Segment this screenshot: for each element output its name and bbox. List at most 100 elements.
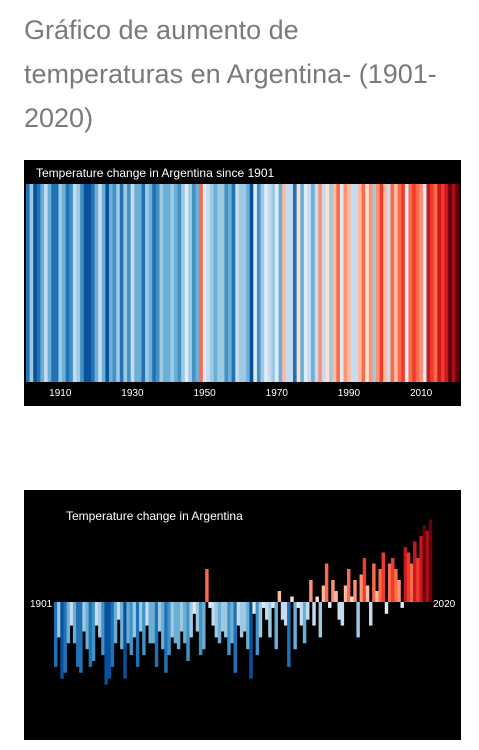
stripe-1942 <box>173 184 178 382</box>
stripe-1916 <box>80 184 85 382</box>
bar-1944 <box>189 602 193 638</box>
bar-2013 <box>406 552 411 602</box>
stripe-2009 <box>415 184 420 382</box>
bar-1986 <box>321 585 326 602</box>
bar-1967 <box>261 602 266 608</box>
stripe-2003 <box>394 184 399 382</box>
bar-1919 <box>110 602 115 667</box>
bar-2010 <box>397 580 401 602</box>
stripe-1913 <box>69 184 74 382</box>
stripe-1921 <box>98 184 103 382</box>
bar-2012 <box>403 547 408 602</box>
bar-1920 <box>113 602 118 644</box>
bar-1999 <box>362 558 367 602</box>
bar-1973 <box>280 602 285 620</box>
bar-1987 <box>324 563 329 602</box>
stripe-1919 <box>90 184 95 382</box>
stripe-1993 <box>357 184 362 382</box>
stripe-2000 <box>383 184 388 382</box>
stripe-1970 <box>274 184 279 382</box>
stripe-2007 <box>408 184 413 382</box>
stripe-1909 <box>54 184 59 382</box>
stripe-1966 <box>260 184 265 382</box>
bar-1955 <box>224 602 228 638</box>
anomaly-bar-svg: Temperature change in Argentina 1901 202… <box>30 509 456 685</box>
bar-1909 <box>79 602 83 673</box>
bar-1922 <box>120 602 124 650</box>
stripe-1925 <box>112 184 117 382</box>
bar-1976 <box>290 596 294 602</box>
stripes-tick-1990: 1990 <box>338 388 361 399</box>
bar-1991 <box>337 602 341 620</box>
stripe-1960 <box>238 184 243 382</box>
stripe-1906 <box>44 184 49 382</box>
bar-1966 <box>258 602 263 638</box>
stripe-1943 <box>177 184 182 382</box>
stripe-1976 <box>296 184 301 382</box>
stripe-1999 <box>379 184 384 382</box>
bar-1993 <box>343 585 348 602</box>
bar-2020 <box>428 519 433 602</box>
stripe-1961 <box>242 184 247 382</box>
bar-1903 <box>60 602 64 679</box>
bar-1911 <box>85 602 89 650</box>
bar-1940 <box>176 602 181 650</box>
bar-1975 <box>287 602 291 667</box>
stripe-1915 <box>76 184 81 382</box>
bar-1994 <box>346 569 351 602</box>
bar-1980 <box>302 602 307 644</box>
bar-1947 <box>198 602 203 656</box>
anomaly-bar-chart: Temperature change in Argentina 1901 202… <box>24 490 461 740</box>
bar-1981 <box>306 602 310 620</box>
stripe-1975 <box>293 184 298 382</box>
stripe-1998 <box>376 184 381 382</box>
bar-2004 <box>378 569 382 602</box>
stripe-2016 <box>440 184 445 382</box>
stripe-1951 <box>206 184 211 382</box>
bar-1997 <box>356 602 360 638</box>
stripe-2015 <box>437 184 442 382</box>
stripe-1907 <box>47 184 52 382</box>
stripe-1995 <box>365 184 370 382</box>
bar-2014 <box>409 563 414 602</box>
bar-1992 <box>340 602 345 626</box>
stripe-1910 <box>58 184 63 382</box>
stripe-1978 <box>303 184 308 382</box>
stripe-2005 <box>401 184 406 382</box>
bar-1912 <box>88 602 93 667</box>
stripe-1918 <box>87 184 92 382</box>
bar-1936 <box>164 602 168 673</box>
bar-1927 <box>135 602 140 667</box>
stripe-1986 <box>332 184 337 382</box>
bar-1960 <box>239 602 244 638</box>
bar-1925 <box>129 602 134 656</box>
stripe-1944 <box>181 184 186 382</box>
stripe-2019 <box>451 184 456 382</box>
stripe-1929 <box>127 184 132 382</box>
bar-1904 <box>63 602 67 673</box>
stripes-tick-1970: 1970 <box>266 388 289 399</box>
bar-1929 <box>142 602 146 656</box>
bar-2016 <box>416 558 420 602</box>
bar-1946 <box>195 602 200 632</box>
bar-2008 <box>391 558 395 602</box>
bar-1931 <box>148 602 152 644</box>
bar-1938 <box>170 602 174 638</box>
stripe-1936 <box>152 184 157 382</box>
stripe-2020 <box>455 184 460 382</box>
bar-1915 <box>98 602 102 638</box>
stripe-1997 <box>372 184 377 382</box>
stripe-1965 <box>256 184 261 382</box>
stripe-1922 <box>101 184 106 382</box>
stripe-1927 <box>119 184 124 382</box>
bar-1932 <box>151 602 156 644</box>
bar-1968 <box>265 602 269 620</box>
bar-1918 <box>107 602 111 679</box>
bar-1971 <box>274 602 278 650</box>
bar-1908 <box>76 602 80 667</box>
bar-1921 <box>117 602 121 620</box>
bar-1945 <box>192 602 197 614</box>
bar-1965 <box>255 602 260 656</box>
bar-1923 <box>123 602 127 679</box>
bars-chart-title: Temperature change in Argentina <box>66 509 243 523</box>
